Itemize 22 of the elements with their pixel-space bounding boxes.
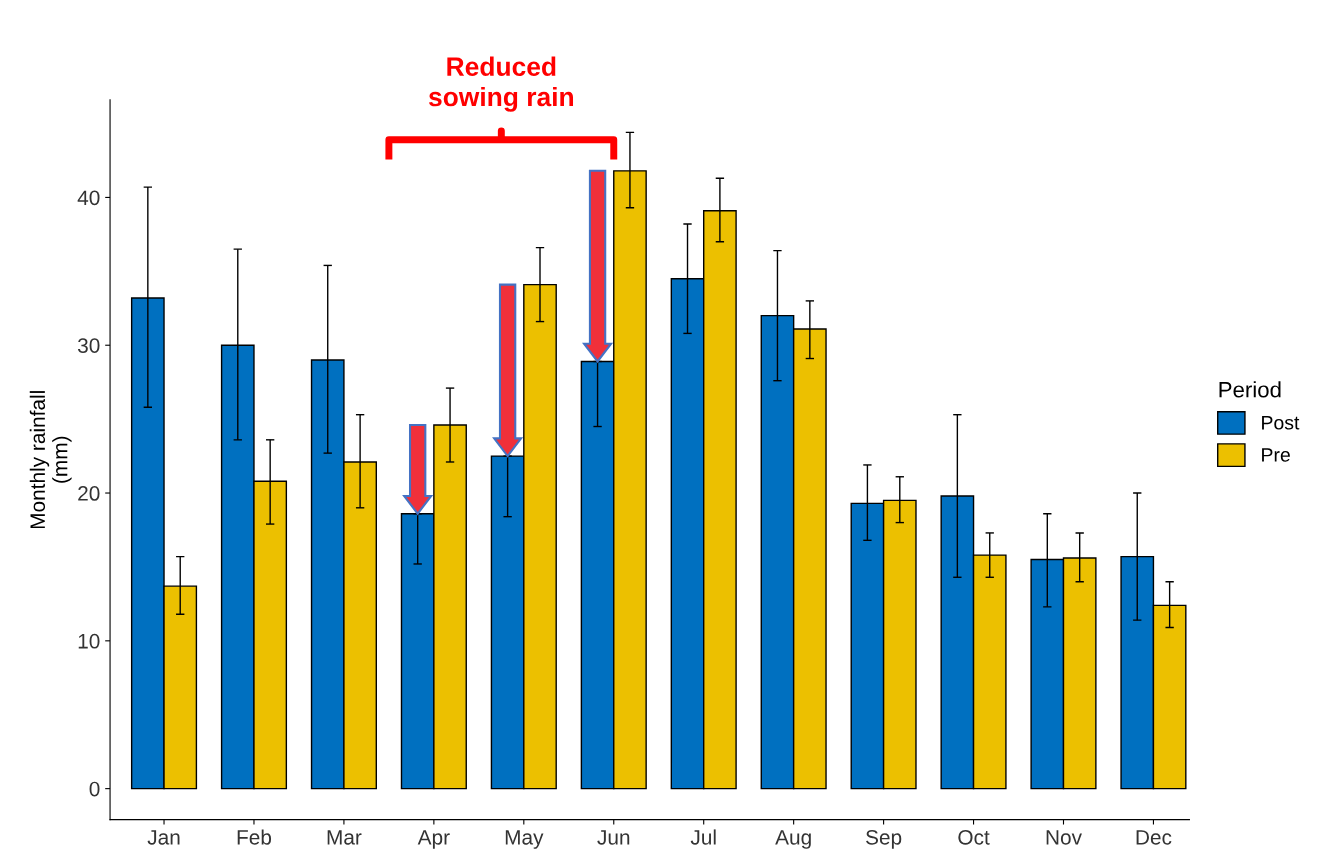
y-tick-label: 20 <box>78 486 100 501</box>
y-tick-label: 0 <box>89 781 100 797</box>
y-tick-label: 10 <box>78 633 100 649</box>
x-tick-label: Aug <box>775 830 811 849</box>
x-tick-label: Jun <box>597 830 630 845</box>
x-tick-label: Nov <box>1046 830 1082 845</box>
legend-label: Pre <box>1262 448 1290 462</box>
x-tick-label: May <box>505 830 544 849</box>
annotation: Reduced sowing rain <box>428 56 574 112</box>
x-tick-label: Oct <box>958 829 990 845</box>
x-tick-label: Dec <box>1136 830 1172 845</box>
x-tick-label: Feb <box>237 829 272 845</box>
x-tick-label: Mar <box>327 830 362 845</box>
y-axis-title: Monthly rainfall (mm) <box>29 391 72 529</box>
y-tick-label: 30 <box>77 338 100 353</box>
x-tick-label: Sep <box>866 829 902 849</box>
x-tick-label: Apr <box>417 830 450 849</box>
x-tick-label: Jan <box>147 830 180 845</box>
legend-title: Period <box>1219 381 1281 398</box>
x-tick-label: Jul <box>690 829 716 845</box>
y-tick-label: 40 <box>77 190 100 206</box>
legend-label: Post <box>1262 416 1300 430</box>
